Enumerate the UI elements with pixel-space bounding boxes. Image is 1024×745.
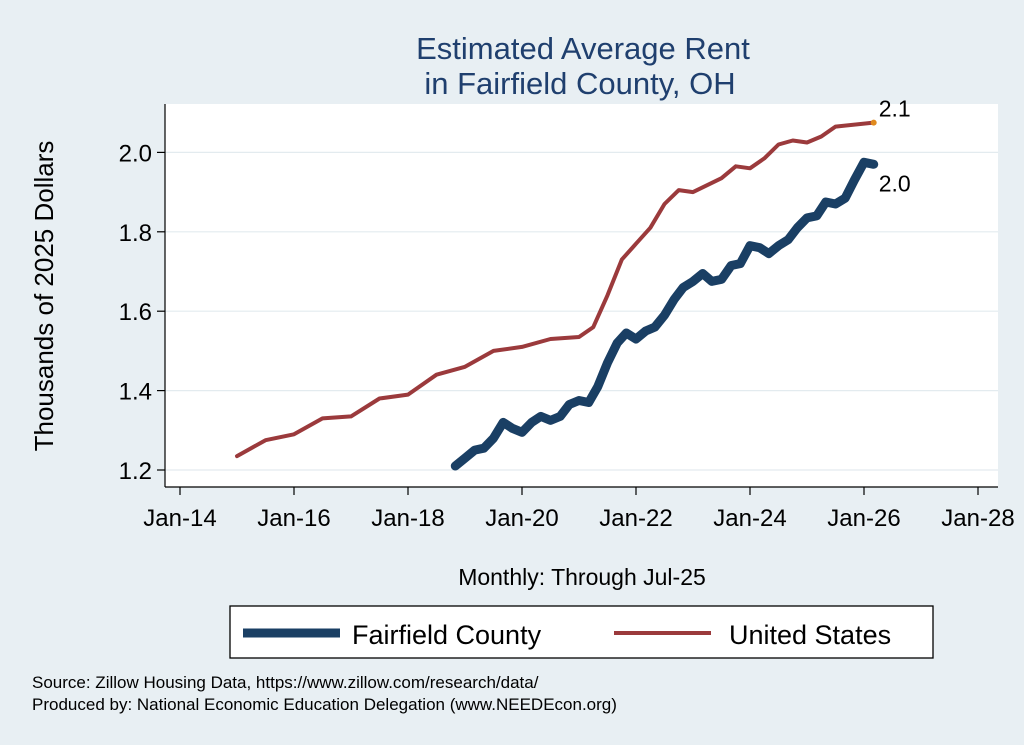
x-tick-label: Jan-24 [713,505,786,532]
series-line-us [235,120,876,459]
source-line-1: Source: Zillow Housing Data, https://www… [32,673,539,692]
x-axis-title: Monthly: Through Jul-25 [458,564,706,590]
x-tick-label: Jan-16 [257,505,330,532]
x-tick-label: Jan-18 [371,505,444,532]
end-label-us: 2.1 [879,96,911,122]
legend-box [229,605,934,659]
x-tick-label: Jan-26 [827,505,900,532]
us-end-marker [870,119,877,126]
end-label-fairfield: 2.0 [879,170,911,196]
y-tick-label: 1.4 [119,379,152,406]
legend-label-fairfield: Fairfield County [352,620,542,650]
chart-title: Estimated Average Rent [416,31,750,66]
x-tick-label: Jan-22 [599,505,672,532]
x-tick-label: Jan-28 [941,505,1014,532]
legend-label-us: United States [729,620,891,650]
grid-lines [165,151,998,471]
chart-subtitle: in Fairfield County, OH [424,66,735,101]
y-tick-label: 1.2 [119,458,152,485]
series-group [235,120,879,471]
x-tick-label: Jan-20 [485,505,558,532]
y-tick-label: 1.8 [119,220,152,247]
x-tick-label: Jan-14 [143,505,216,532]
legend: Fairfield County United States [229,605,934,659]
series-line-fairfield [450,157,879,471]
y-axis-title: Thousands of 2025 Dollars [29,141,59,452]
source-line-2: Produced by: National Economic Education… [32,695,617,714]
y-tick-label: 2.0 [119,140,152,167]
x-axis-ticks: Jan-14 Jan-16 Jan-18 Jan-20 Jan-22 Jan-24 Jan-… [143,487,1015,532]
y-axis-ticks: 1.2 1.4 1.6 1.8 2.0 [119,140,165,485]
end-labels: 2.1 2.0 [870,96,911,196]
y-tick-label: 1.6 [119,299,152,326]
